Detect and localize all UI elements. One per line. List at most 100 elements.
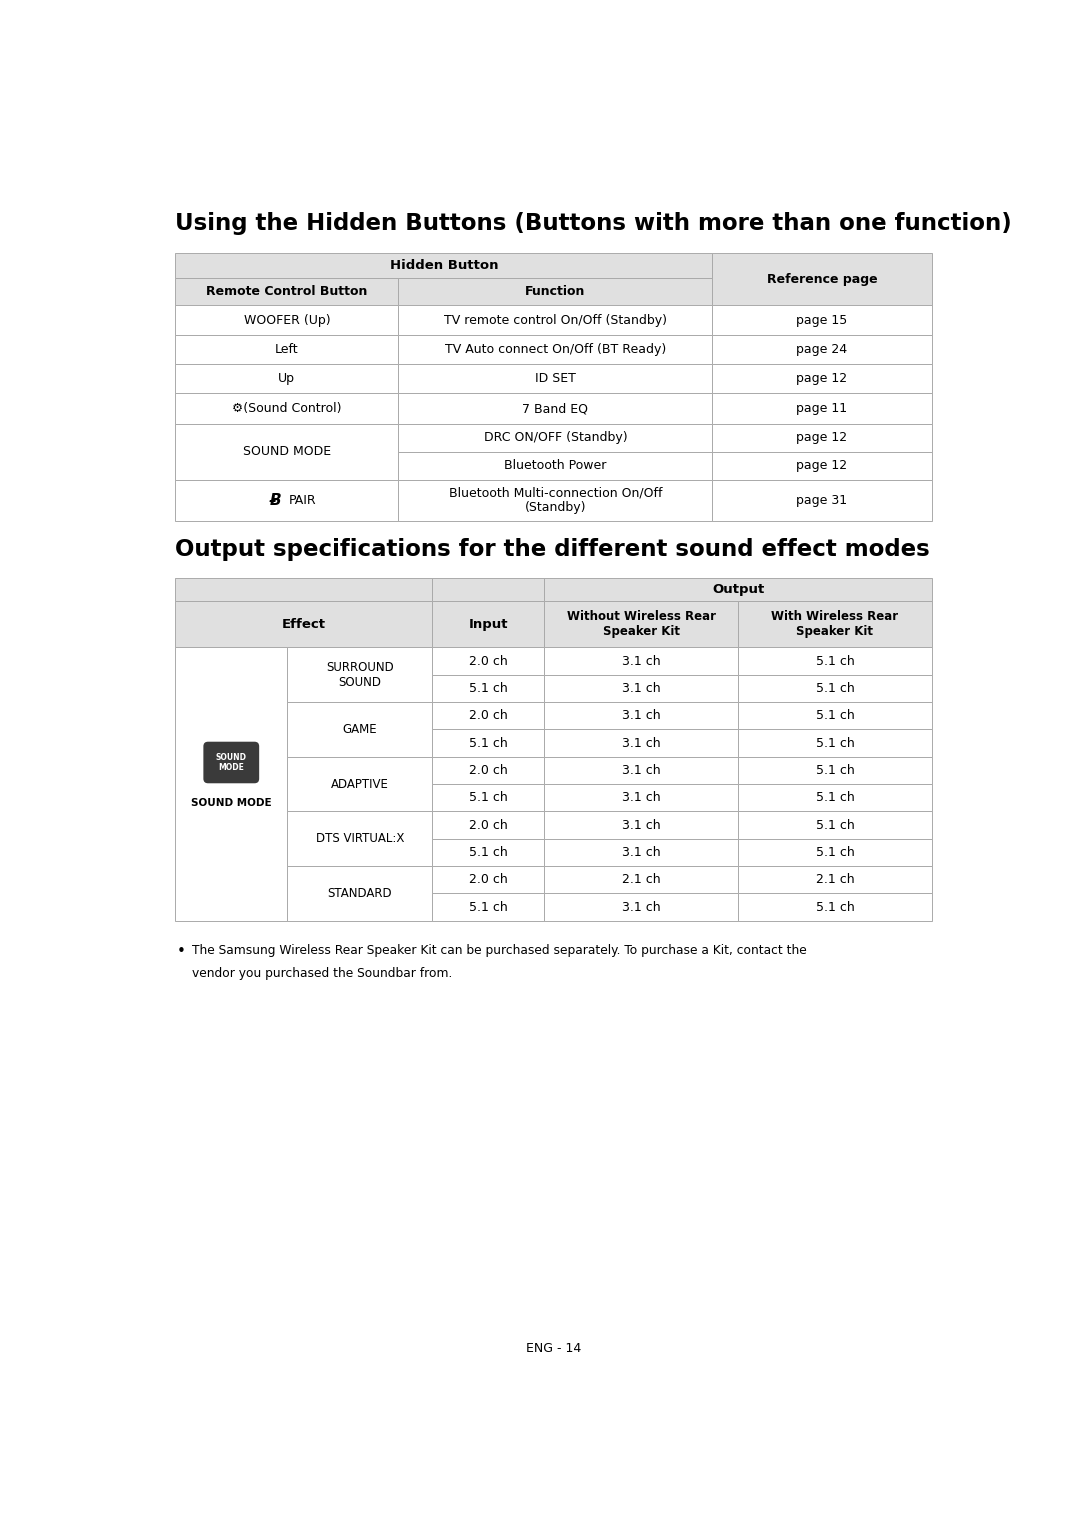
Text: 3.1 ch: 3.1 ch — [622, 709, 661, 722]
Text: TV remote control On/Off (Standby): TV remote control On/Off (Standby) — [444, 314, 666, 326]
Text: Bluetooth Power: Bluetooth Power — [504, 460, 607, 472]
Bar — [713, 305, 932, 336]
Bar — [738, 601, 932, 648]
Bar — [738, 648, 932, 674]
Text: 5.1 ch: 5.1 ch — [815, 791, 854, 804]
Text: page 12: page 12 — [796, 460, 848, 472]
Bar — [287, 648, 432, 702]
Text: page 11: page 11 — [796, 403, 848, 415]
Text: •: • — [177, 944, 186, 959]
Bar — [738, 812, 932, 838]
Text: STANDARD: STANDARD — [327, 887, 392, 899]
Text: page 15: page 15 — [796, 314, 848, 326]
Bar — [738, 866, 932, 893]
Bar — [175, 601, 432, 648]
Bar — [432, 784, 544, 812]
Text: ENG - 14: ENG - 14 — [526, 1342, 581, 1354]
Bar — [738, 729, 932, 757]
Bar — [713, 336, 932, 365]
Text: 3.1 ch: 3.1 ch — [622, 737, 661, 749]
Bar — [175, 253, 713, 277]
Bar — [399, 305, 713, 336]
Bar — [399, 480, 713, 521]
Text: GAME: GAME — [342, 723, 377, 735]
Text: ⚙(Sound Control): ⚙(Sound Control) — [232, 403, 341, 415]
Text: 2.0 ch: 2.0 ch — [469, 873, 508, 885]
Bar — [432, 578, 544, 601]
Text: With Wireless Rear
Speaker Kit: With Wireless Rear Speaker Kit — [771, 610, 899, 639]
Bar — [175, 394, 399, 424]
Bar — [175, 305, 399, 336]
Bar — [544, 866, 738, 893]
Text: 5.1 ch: 5.1 ch — [469, 682, 508, 696]
Text: 2.0 ch: 2.0 ch — [469, 709, 508, 722]
Text: 3.1 ch: 3.1 ch — [622, 791, 661, 804]
Bar — [738, 838, 932, 866]
Bar — [399, 365, 713, 394]
Bar — [287, 812, 432, 866]
Bar — [432, 893, 544, 921]
Bar — [432, 812, 544, 838]
Bar — [175, 648, 287, 921]
Text: 2.0 ch: 2.0 ch — [469, 764, 508, 777]
Text: ADAPTIVE: ADAPTIVE — [330, 778, 389, 791]
Bar — [713, 452, 932, 480]
Bar — [738, 893, 932, 921]
Text: vendor you purchased the Soundbar from.: vendor you purchased the Soundbar from. — [192, 967, 453, 980]
Text: page 24: page 24 — [796, 343, 848, 355]
Bar — [175, 365, 399, 394]
Text: 2.0 ch: 2.0 ch — [469, 818, 508, 832]
Bar — [399, 277, 713, 305]
Bar — [287, 866, 432, 921]
Text: 2.1 ch: 2.1 ch — [622, 873, 661, 885]
Bar — [738, 674, 932, 702]
Bar — [544, 578, 932, 601]
Text: 5.1 ch: 5.1 ch — [469, 791, 508, 804]
Bar — [432, 674, 544, 702]
Bar — [175, 452, 399, 480]
Text: SOUND MODE: SOUND MODE — [243, 446, 330, 458]
Bar — [544, 757, 738, 784]
Text: Without Wireless Rear
Speaker Kit: Without Wireless Rear Speaker Kit — [567, 610, 716, 639]
Text: 3.1 ch: 3.1 ch — [622, 818, 661, 832]
FancyBboxPatch shape — [203, 741, 259, 783]
Bar — [175, 336, 399, 365]
Bar — [738, 702, 932, 729]
Text: 3.1 ch: 3.1 ch — [622, 682, 661, 696]
Text: Reference page: Reference page — [767, 273, 877, 286]
Text: 5.1 ch: 5.1 ch — [815, 846, 854, 859]
Text: TV Auto connect On/Off (BT Ready): TV Auto connect On/Off (BT Ready) — [445, 343, 666, 355]
Text: 3.1 ch: 3.1 ch — [622, 846, 661, 859]
Bar — [713, 394, 932, 424]
Text: 3.1 ch: 3.1 ch — [622, 654, 661, 668]
Bar — [175, 277, 399, 305]
Text: Ƀ: Ƀ — [269, 493, 281, 507]
Text: 5.1 ch: 5.1 ch — [469, 737, 508, 749]
Text: 5.1 ch: 5.1 ch — [815, 654, 854, 668]
Bar — [738, 757, 932, 784]
Bar — [399, 452, 713, 480]
Text: Hidden Button: Hidden Button — [390, 259, 498, 273]
Text: 5.1 ch: 5.1 ch — [469, 901, 508, 913]
Text: Function: Function — [525, 285, 585, 299]
Bar — [432, 838, 544, 866]
Bar — [713, 253, 932, 305]
Bar — [399, 394, 713, 424]
Text: 5.1 ch: 5.1 ch — [815, 818, 854, 832]
Text: Remote Control Button: Remote Control Button — [206, 285, 367, 299]
Text: 7 Band EQ: 7 Band EQ — [523, 403, 589, 415]
Bar — [544, 601, 738, 648]
Bar — [175, 424, 399, 480]
Bar — [544, 838, 738, 866]
Bar — [432, 601, 544, 648]
Bar — [432, 729, 544, 757]
Bar — [432, 757, 544, 784]
Text: 5.1 ch: 5.1 ch — [815, 901, 854, 913]
Bar — [399, 336, 713, 365]
Text: 5.1 ch: 5.1 ch — [815, 682, 854, 696]
Bar — [432, 702, 544, 729]
Text: 3.1 ch: 3.1 ch — [622, 764, 661, 777]
Text: page 12: page 12 — [796, 432, 848, 444]
Text: Bluetooth Multi-connection On/Off
(Standby): Bluetooth Multi-connection On/Off (Stand… — [448, 486, 662, 515]
Bar — [432, 648, 544, 674]
